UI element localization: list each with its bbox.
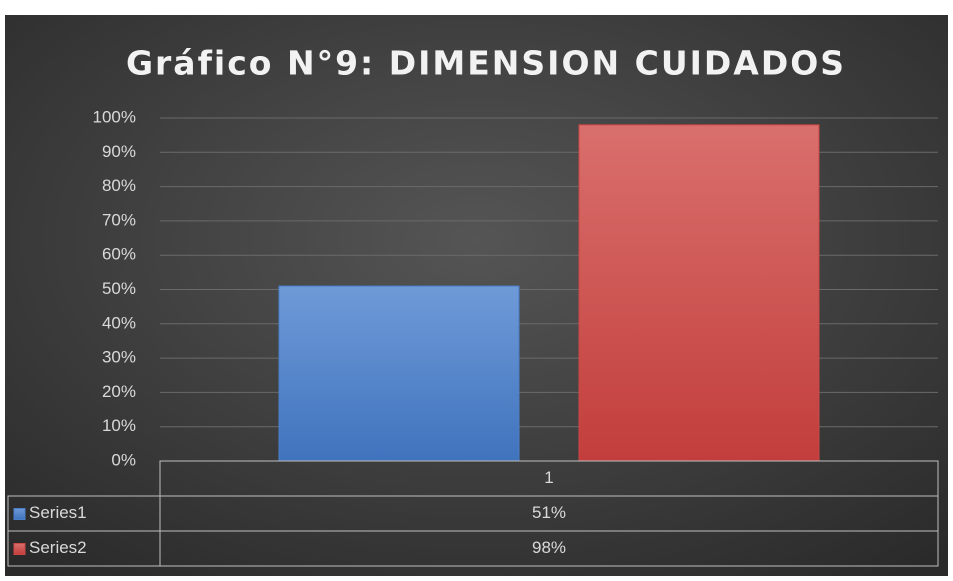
y-tick-label: 10% xyxy=(102,416,136,435)
legend-swatch xyxy=(13,508,26,520)
y-tick-label: 90% xyxy=(102,142,136,161)
table-value: 98% xyxy=(532,538,566,557)
chart-title: Gráfico N°9: DIMENSION CUIDADOS xyxy=(126,44,846,83)
y-tick-label: 0% xyxy=(111,450,136,469)
legend-label: Series1 xyxy=(29,503,87,522)
y-tick-label: 30% xyxy=(102,348,136,367)
bar xyxy=(278,285,520,462)
legend-label: Series2 xyxy=(29,538,87,557)
y-tick-label: 60% xyxy=(102,245,136,264)
y-tick-label: 100% xyxy=(93,107,136,126)
y-tick-label: 80% xyxy=(102,176,136,195)
y-tick-label: 50% xyxy=(102,279,136,298)
x-tick-label: 1 xyxy=(544,468,553,487)
y-tick-label: 70% xyxy=(102,210,136,229)
table-value: 51% xyxy=(532,503,566,522)
y-tick-label: 20% xyxy=(102,382,136,401)
y-tick-label: 40% xyxy=(102,313,136,332)
legend-swatch xyxy=(13,543,26,555)
table-border xyxy=(7,530,939,567)
bar xyxy=(578,124,820,462)
